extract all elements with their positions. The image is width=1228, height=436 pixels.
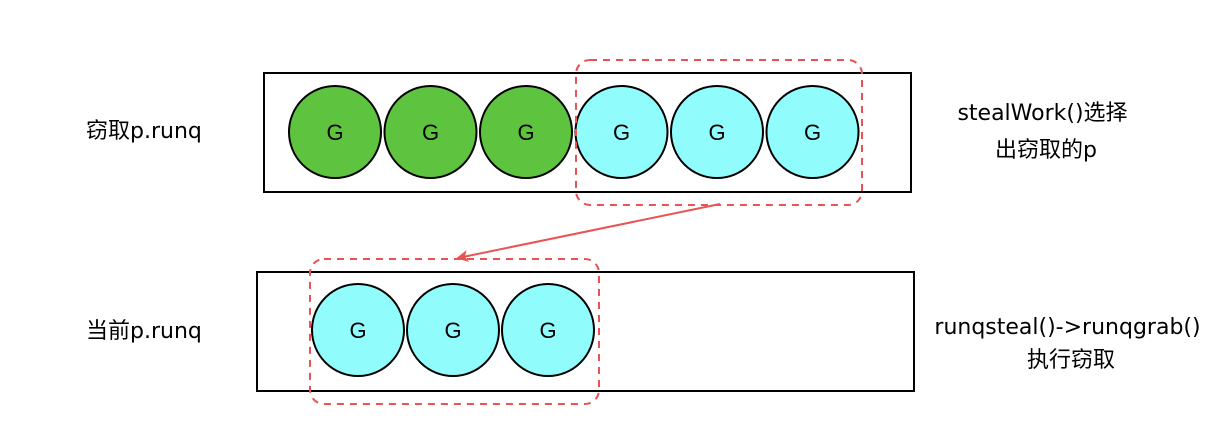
- top-runq-box: [263, 72, 912, 193]
- bottom-goroutine-label: G: [444, 318, 461, 343]
- bottom-goroutine-circle: [501, 283, 595, 377]
- top-goroutine-label: G: [326, 120, 343, 145]
- top-note-line-2: 出窃取的p: [995, 138, 1097, 163]
- current-runq-box: [256, 271, 915, 392]
- top-runq-label: 窃取p.runq: [86, 119, 202, 144]
- top-goroutine-label: G: [422, 120, 439, 145]
- top-note: stealWork()选择 出窃取的p: [957, 101, 1134, 163]
- top-goroutine-label: G: [708, 120, 725, 145]
- top-goroutine-circle: [765, 85, 860, 179]
- top-note-line-1: stealWork()选择: [957, 101, 1127, 126]
- top-goroutine-circle: [288, 85, 382, 179]
- top-goroutine-label: G: [613, 120, 630, 145]
- top-goroutine-circle: [479, 85, 573, 179]
- bottom-note-line-2: 执行窃取: [1027, 348, 1115, 373]
- bottom-goroutine-circle: [406, 283, 500, 377]
- top-goroutine-label: G: [804, 120, 821, 145]
- top-goroutine-circle: [383, 85, 478, 179]
- bottom-goroutine-label: G: [539, 318, 556, 343]
- top-goroutine-circle: [670, 85, 764, 179]
- bottom-note: runqsteal()->runqgrab() 执行窃取: [934, 315, 1207, 373]
- stolen-goroutines-box: [309, 258, 600, 405]
- steal-arrow: [456, 203, 721, 262]
- bottom-note-line-1: runqsteal()->runqgrab(): [934, 315, 1200, 340]
- bottom-goroutine-circle: [311, 283, 405, 377]
- top-goroutine-label: G: [517, 120, 534, 145]
- current-runq-label: 当前p.runq: [86, 319, 202, 344]
- bottom-goroutine-label: G: [349, 318, 366, 343]
